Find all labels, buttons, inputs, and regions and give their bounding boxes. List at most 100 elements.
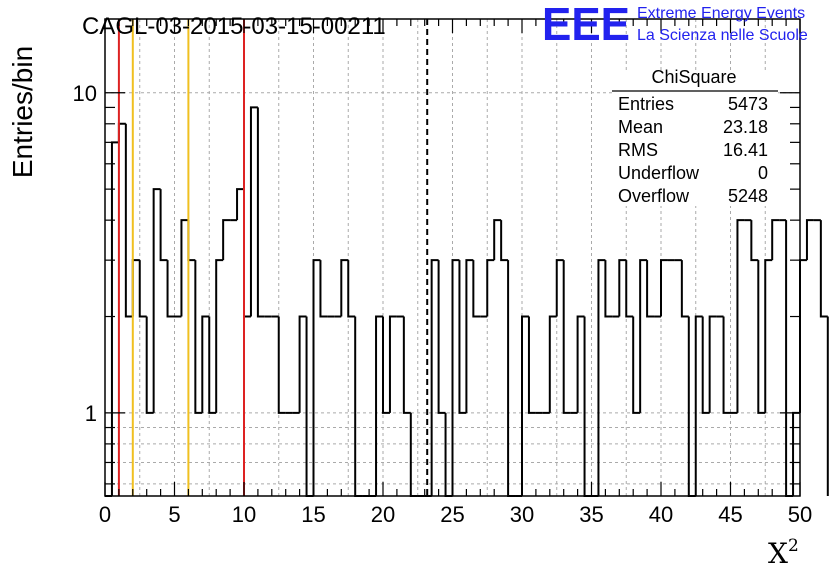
histogram-bin: [548, 315, 557, 413]
histogram-bin: [562, 260, 571, 414]
histogram-bin: [382, 316, 390, 414]
histogram-bin: [785, 220, 794, 497]
stats-box: ChiSquare Entries 5473 Mean 23.18 RMS 16.41 Un…: [612, 67, 778, 206]
histogram-bin: [236, 188, 244, 221]
histogram-bin: [722, 316, 731, 414]
histogram-bin: [201, 315, 210, 413]
histogram-bin: [166, 260, 175, 318]
histogram-bin: [131, 259, 140, 317]
histogram-bin: [500, 220, 509, 262]
histogram-bin: [694, 315, 703, 496]
stats-row-label: Overflow: [618, 186, 690, 206]
histogram-bin: [507, 260, 516, 497]
vertical-markers: [117, 19, 429, 496]
stats-box-title: ChiSquare: [651, 67, 736, 87]
y-tick-label: 10: [73, 81, 97, 106]
histogram-bin: [249, 106, 258, 317]
histogram-bin: [402, 316, 411, 414]
x-tick-label: 45: [718, 502, 742, 527]
histogram-bin: [625, 260, 634, 318]
stats-row-value: 0: [758, 163, 768, 183]
histogram-bin: [472, 260, 481, 318]
histogram-bin: [305, 316, 314, 497]
histogram-bin: [527, 316, 536, 414]
y-tick-label: 1: [85, 401, 97, 426]
histogram-bin: [639, 259, 648, 413]
histogram-bin: [430, 259, 439, 496]
histogram-bin: [805, 219, 814, 261]
histogram-bin: [687, 316, 696, 497]
histogram-bin: [757, 260, 766, 414]
eee-logo-mark: EEE: [542, 0, 630, 50]
histogram-bin: [576, 315, 585, 413]
histogram-bin: [555, 259, 564, 317]
histogram-bin: [117, 122, 126, 143]
y-axis-label: Entries/bin: [7, 46, 38, 178]
histogram-bin: [660, 259, 668, 317]
x-tick-label: 35: [579, 502, 603, 527]
histogram-bin: [298, 315, 307, 413]
histogram-bin: [465, 259, 474, 413]
histogram-bin: [145, 316, 154, 414]
x-tick-label: 10: [232, 502, 256, 527]
histogram-bin: [799, 259, 807, 413]
histogram-bin: [208, 316, 217, 414]
histogram-bin: [493, 219, 502, 261]
histogram-bin: [222, 219, 231, 261]
stats-row-label: RMS: [618, 140, 658, 160]
histogram-bin: [347, 260, 356, 318]
histogram-bin: [486, 259, 495, 317]
axis-ticks: 0 5 10 15 20 25 30 35 40 45 50 1 10: [73, 19, 812, 527]
stats-row-label: Underflow: [618, 163, 700, 183]
x-tick-label: 15: [301, 502, 325, 527]
x-tick-label: 0: [99, 502, 111, 527]
histogram-bin: [701, 316, 710, 414]
logo-line-2: La Scienza nelle Scuole: [637, 27, 808, 44]
histogram-bin: [215, 259, 224, 413]
histogram-bin: [750, 220, 759, 262]
histogram-bin: [680, 260, 689, 318]
stats-row-value: 5473: [728, 94, 768, 114]
histogram-bin: [437, 260, 446, 414]
histogram-bin: [138, 260, 147, 318]
histogram-bin: [708, 315, 717, 413]
histogram-bin: [340, 259, 349, 317]
histogram-bin: [618, 259, 627, 317]
x-tick-label: 50: [788, 502, 812, 527]
histogram-bin: [388, 315, 397, 413]
histogram-bin: [764, 259, 773, 413]
histogram-bin: [583, 316, 592, 497]
x-tick-label: 20: [371, 502, 395, 527]
histogram-bin: [124, 123, 133, 318]
histogram-bin: [597, 259, 606, 496]
stats-row-label: Mean: [618, 117, 663, 137]
x-axis-label: X2: [768, 536, 799, 570]
histogram-bin: [277, 316, 286, 414]
histogram-bin: [152, 188, 161, 413]
stats-row-label: Entries: [618, 94, 674, 114]
histogram-bin: [632, 316, 641, 414]
histogram-bin: [451, 259, 460, 496]
histogram-bin: [521, 315, 529, 496]
histogram-bin: [319, 260, 328, 318]
histogram-bin: [646, 260, 655, 318]
histogram-bin: [256, 107, 265, 318]
chart-title: CAGL-03-2015-03-15-00211: [82, 13, 386, 40]
histogram-bin: [110, 141, 119, 496]
histogram-bin: [243, 189, 251, 318]
histogram-bin: [375, 315, 383, 496]
histogram-bin: [354, 316, 363, 497]
histogram-bin: [180, 219, 189, 317]
histogram-bin: [159, 189, 168, 262]
histogram-bin: [187, 220, 196, 262]
histogram-bin: [194, 260, 203, 414]
x-tick-label: 25: [440, 502, 464, 527]
histogram-bin: [771, 219, 780, 261]
stats-row-value: 5248: [728, 186, 768, 206]
stats-box-background: [612, 70, 778, 206]
logo-line-1: Extreme Energy Events: [637, 5, 805, 22]
histogram-bin: [604, 260, 613, 318]
stats-row-value: 16.41: [723, 140, 768, 160]
x-tick-label: 5: [168, 502, 180, 527]
